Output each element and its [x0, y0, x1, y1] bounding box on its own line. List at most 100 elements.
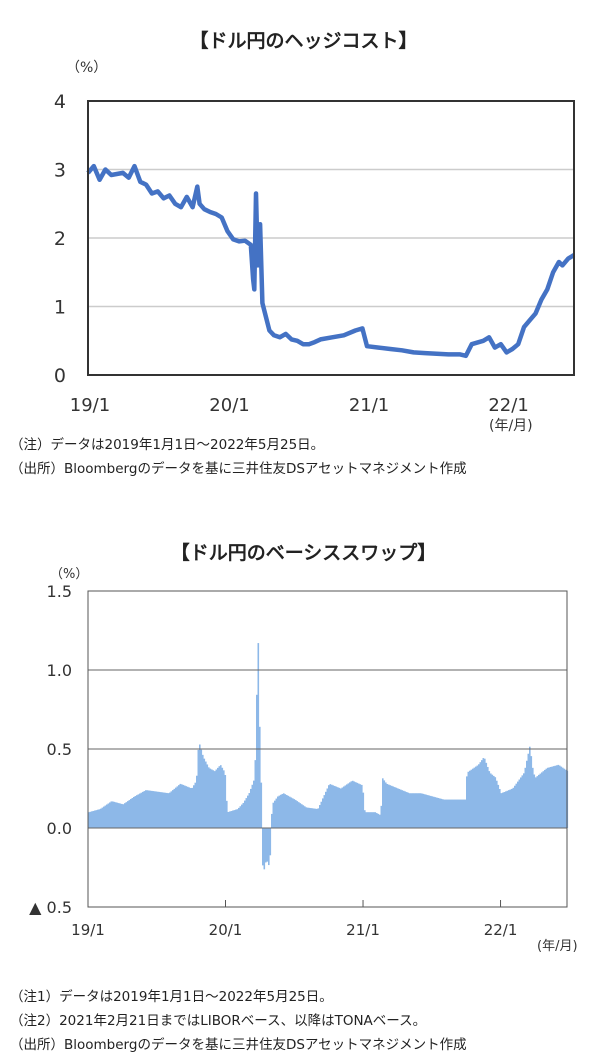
chart2-bar	[97, 809, 99, 828]
chart2-bar	[475, 766, 477, 828]
chart2-bar	[406, 792, 408, 828]
chart2-bar	[320, 801, 323, 828]
chart2-bar	[416, 793, 419, 828]
chart2-y-tick-label: 0.0	[47, 819, 72, 838]
chart2-bar	[332, 785, 335, 828]
chart2-bar	[184, 785, 186, 828]
chart2-bar	[179, 783, 182, 828]
chart2-bar	[152, 791, 155, 828]
chart2-bar	[88, 812, 90, 828]
chart2-bar	[403, 790, 405, 828]
chart2-bar	[145, 790, 147, 828]
chart2-bar	[328, 785, 330, 828]
chart2-bar	[458, 799, 461, 828]
chart2-bar	[473, 767, 476, 828]
chart2-bar	[565, 769, 567, 828]
chart2-x-tick-label: 22/1	[484, 921, 518, 939]
chart2-bar	[344, 785, 347, 828]
chart2-bar	[200, 749, 203, 828]
chart1-y-tick-label: 0	[54, 365, 66, 387]
chart2-bar	[203, 758, 206, 828]
chart2-bar	[559, 765, 561, 828]
chart2-bar	[355, 782, 357, 828]
chart2-bar	[352, 780, 354, 828]
chart2-bar	[505, 791, 507, 828]
chart2-bar	[452, 799, 455, 828]
chart2-bar	[142, 791, 144, 828]
chart2-bar	[194, 782, 197, 828]
chart2-bar	[371, 812, 374, 828]
chart2-bar	[262, 828, 264, 866]
chart2-bar	[161, 792, 164, 828]
chart2-bar	[557, 764, 560, 828]
chart2-bar	[236, 809, 239, 828]
chart2-bar	[143, 791, 146, 828]
chart2-bar	[205, 761, 207, 828]
chart2-bar	[538, 774, 540, 828]
chart2-bar	[178, 785, 180, 828]
chart2-bar	[242, 802, 245, 828]
chart2-bar	[469, 770, 471, 828]
chart2-bar	[122, 804, 125, 828]
chart2-bar	[521, 775, 524, 828]
chart2-bar	[520, 777, 522, 828]
chart2-bar	[563, 768, 566, 828]
chart2-bar	[232, 810, 234, 828]
chart1-x-tick-label: 19/1	[70, 395, 110, 416]
chart2-bar	[397, 788, 399, 828]
chart2-bar	[148, 790, 150, 828]
chart2-bar	[445, 799, 447, 828]
chart1-xlabel: (年/月)	[489, 418, 533, 434]
chart2-bar	[130, 799, 132, 828]
chart2-bar	[541, 772, 543, 828]
chart2-bar	[166, 792, 168, 828]
chart2-bar	[208, 767, 210, 828]
chart2-bar	[325, 791, 327, 828]
chart2-bar	[314, 808, 317, 828]
chart2-bar	[346, 784, 348, 828]
chart2-bar	[424, 794, 426, 828]
chart2-bar	[176, 786, 179, 828]
chart2-bar	[116, 802, 119, 828]
chart2-bar	[449, 799, 452, 828]
chart2-bar	[199, 744, 201, 828]
chart2-bar	[266, 828, 269, 862]
chart2-bar	[112, 801, 114, 828]
chart2-bar	[464, 799, 467, 828]
chart2-bar	[548, 767, 551, 828]
chart2-bar	[343, 786, 345, 828]
chart2-bar	[551, 766, 554, 828]
chart2-bar	[553, 766, 555, 828]
chart2-bar	[239, 806, 242, 828]
chart2-bar	[254, 760, 257, 828]
chart1-y-tick-label: 2	[54, 228, 66, 250]
chart2-bar	[91, 811, 93, 828]
chart1-plot-border	[87, 100, 575, 376]
chart2-bar	[140, 792, 143, 828]
chart2-bar	[113, 801, 116, 828]
chart2-bar	[269, 828, 272, 856]
chart2-bar	[560, 766, 563, 828]
chart2-bar	[235, 809, 237, 828]
chart1-series-line	[86, 163, 576, 359]
chart2-bar	[190, 788, 192, 828]
chart2-bar	[436, 797, 438, 828]
chart2-bar	[379, 814, 381, 828]
chart2-bar	[100, 808, 102, 828]
chart2-bar	[118, 803, 120, 828]
chart2-bar	[440, 798, 443, 828]
chart2-bar	[428, 795, 431, 828]
chart2-bar	[500, 793, 503, 828]
chart2-bar	[433, 796, 435, 828]
chart2-bar	[418, 793, 420, 828]
chart2-bar	[491, 774, 494, 828]
chart1-note-2: （出所）Bloombergのデータを基に三井住友DSアセットマネジメント作成	[10, 461, 467, 477]
chart2-bar	[398, 788, 401, 828]
chart2-bar	[286, 795, 288, 828]
chart2-bar	[317, 808, 320, 828]
chart2-bar	[193, 785, 195, 828]
chart2-bar	[511, 788, 513, 828]
chart2-bar	[488, 771, 491, 828]
chart2-bar	[268, 828, 270, 866]
chart2-bar	[518, 779, 521, 828]
